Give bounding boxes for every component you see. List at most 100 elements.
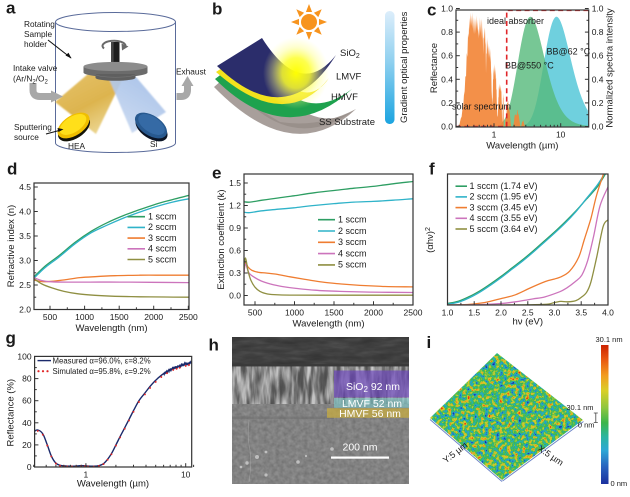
- svg-text:Wavelength (nm): Wavelength (nm): [293, 319, 365, 330]
- svg-text:1: 1: [84, 470, 89, 480]
- svg-text:0.6: 0.6: [229, 246, 241, 256]
- svg-text:0 nm: 0 nm: [611, 479, 628, 488]
- svg-text:BB@62 °C: BB@62 °C: [547, 47, 591, 57]
- svg-text:0.0: 0.0: [441, 122, 453, 132]
- svg-text:1: 1: [492, 130, 497, 140]
- svg-text:0.6: 0.6: [592, 51, 604, 61]
- svg-text:2500: 2500: [179, 312, 198, 322]
- svg-text:0.0: 0.0: [592, 122, 604, 132]
- svg-text:Wavelength (µm): Wavelength (µm): [486, 141, 558, 152]
- svg-text:2.5: 2.5: [522, 308, 534, 318]
- svg-text:Si: Si: [150, 139, 158, 149]
- svg-text:3.0: 3.0: [549, 308, 561, 318]
- svg-text:3.5: 3.5: [575, 308, 587, 318]
- svg-text:0.8: 0.8: [441, 27, 453, 37]
- svg-text:Normalized spectra intensity: Normalized spectra intensity: [605, 8, 616, 128]
- svg-text:60: 60: [22, 396, 32, 406]
- svg-text:g: g: [6, 329, 16, 348]
- svg-text:2.0: 2.0: [19, 305, 31, 315]
- svg-text:1.5: 1.5: [468, 308, 480, 318]
- svg-text:HMVF: HMVF: [331, 92, 358, 103]
- svg-text:e: e: [212, 164, 221, 183]
- svg-text:2000: 2000: [144, 312, 163, 322]
- svg-text:10: 10: [556, 130, 566, 140]
- svg-text:1000: 1000: [75, 312, 94, 322]
- svg-text:ideal absorber: ideal absorber: [487, 16, 544, 26]
- svg-text:3 sccm (3.45 eV): 3 sccm (3.45 eV): [470, 202, 538, 212]
- svg-text:Measured α=96.0%, ε=8.2%: Measured α=96.0%, ε=8.2%: [53, 356, 151, 365]
- svg-text:4 sccm (3.55 eV): 4 sccm (3.55 eV): [470, 213, 538, 223]
- svg-text:2 sccm (1.95 eV): 2 sccm (1.95 eV): [470, 192, 538, 202]
- svg-text:1 sccm: 1 sccm: [338, 215, 367, 225]
- svg-text:(αhν)2: (αhν)2: [425, 227, 436, 253]
- svg-text:f: f: [429, 160, 435, 179]
- svg-text:200 nm: 200 nm: [342, 442, 377, 454]
- svg-text:holder: holder: [24, 39, 47, 49]
- svg-text:Reflectance: Reflectance: [429, 43, 440, 93]
- svg-text:Wavelength (nm): Wavelength (nm): [76, 323, 148, 334]
- svg-text:3.5: 3.5: [19, 231, 31, 241]
- svg-text:1500: 1500: [325, 308, 344, 318]
- svg-text:1.2: 1.2: [229, 201, 241, 211]
- svg-text:3 sccm: 3 sccm: [148, 233, 177, 243]
- svg-text:b: b: [212, 0, 222, 19]
- svg-text:1.0: 1.0: [441, 4, 453, 14]
- svg-text:4.0: 4.0: [602, 308, 614, 318]
- svg-text:a: a: [6, 0, 16, 18]
- svg-text:c: c: [427, 1, 436, 20]
- svg-text:30.1 nm: 30.1 nm: [566, 403, 593, 412]
- svg-text:2000: 2000: [364, 308, 383, 318]
- svg-text:5 sccm: 5 sccm: [338, 260, 367, 270]
- svg-text:80: 80: [22, 374, 32, 384]
- svg-text:1000: 1000: [285, 308, 304, 318]
- svg-text:HEA: HEA: [68, 141, 86, 151]
- svg-text:0.0: 0.0: [229, 291, 241, 301]
- svg-text:2 sccm: 2 sccm: [148, 222, 177, 232]
- svg-text:Simulated α=95.8%, ε=9.2%: Simulated α=95.8%, ε=9.2%: [53, 367, 151, 376]
- svg-text:Extinction coefficient (k): Extinction coefficient (k): [216, 189, 227, 289]
- svg-text:h: h: [209, 336, 219, 355]
- svg-text:2 sccm: 2 sccm: [338, 226, 367, 236]
- svg-text:4.5: 4.5: [19, 182, 31, 192]
- svg-text:3 sccm: 3 sccm: [338, 237, 367, 247]
- svg-text:0 nm: 0 nm: [578, 421, 595, 430]
- svg-text:1 sccm (1.74 eV): 1 sccm (1.74 eV): [470, 181, 538, 191]
- svg-text:source: source: [14, 132, 39, 142]
- svg-text:0: 0: [27, 462, 32, 472]
- svg-text:Wavelength (µm): Wavelength (µm): [77, 479, 149, 490]
- svg-text:100: 100: [17, 352, 31, 362]
- svg-text:0.2: 0.2: [441, 98, 453, 108]
- svg-text:500: 500: [43, 312, 57, 322]
- svg-text:Gradient optical properties: Gradient optical properties: [399, 11, 410, 123]
- svg-text:Intake valve: Intake valve: [13, 63, 58, 73]
- svg-text:30.1 nm: 30.1 nm: [596, 335, 623, 344]
- svg-text:40: 40: [22, 418, 32, 428]
- svg-text:i: i: [427, 333, 432, 352]
- svg-text:SiO2: SiO2: [340, 48, 360, 60]
- svg-text:3.0: 3.0: [19, 256, 31, 266]
- svg-text:Rotating: Rotating: [24, 19, 55, 29]
- svg-text:1 sccm: 1 sccm: [148, 212, 177, 222]
- svg-text:5 sccm: 5 sccm: [148, 254, 177, 264]
- svg-text:0.4: 0.4: [592, 74, 604, 84]
- svg-text:0.8: 0.8: [592, 27, 604, 37]
- svg-text:LMVF: LMVF: [336, 72, 362, 83]
- svg-text:hν (eV): hν (eV): [512, 317, 543, 328]
- svg-text:1500: 1500: [110, 312, 129, 322]
- svg-text:0.6: 0.6: [441, 51, 453, 61]
- svg-text:Sample: Sample: [24, 29, 53, 39]
- svg-text:SiO2 92 nm: SiO2 92 nm: [346, 381, 400, 394]
- svg-text:0.2: 0.2: [592, 98, 604, 108]
- svg-text:4.0: 4.0: [19, 207, 31, 217]
- svg-text:500: 500: [248, 308, 262, 318]
- svg-text:2.5: 2.5: [19, 280, 31, 290]
- svg-text:0.3: 0.3: [229, 268, 241, 278]
- svg-text:0.4: 0.4: [441, 74, 453, 84]
- svg-text:LMVF 52 nm: LMVF 52 nm: [342, 398, 402, 410]
- svg-text:SS Substrate: SS Substrate: [319, 117, 375, 128]
- svg-text:1.0: 1.0: [442, 308, 454, 318]
- svg-text:Sputtering: Sputtering: [14, 122, 52, 132]
- svg-text:1.0: 1.0: [592, 4, 604, 14]
- svg-text:d: d: [7, 160, 17, 179]
- svg-text:0.9: 0.9: [229, 223, 241, 233]
